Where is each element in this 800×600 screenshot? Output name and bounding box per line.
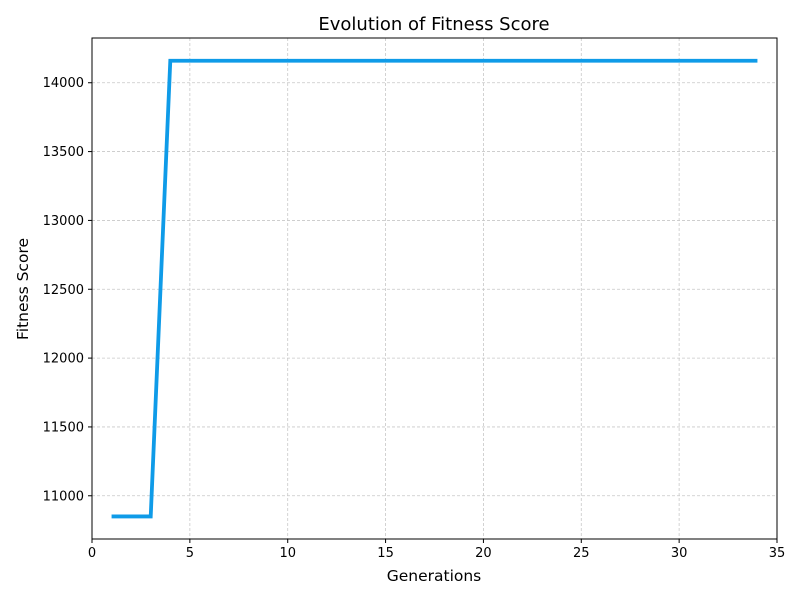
y-tick-label: 11500 bbox=[43, 420, 84, 435]
x-tick-label: 15 bbox=[377, 546, 394, 561]
x-tick-label: 0 bbox=[88, 546, 96, 561]
x-tick-label: 10 bbox=[279, 546, 296, 561]
x-axis-label: Generations bbox=[387, 567, 482, 585]
x-tick-label: 25 bbox=[573, 546, 590, 561]
y-axis-label: Fitness Score bbox=[14, 238, 32, 340]
series-line bbox=[111, 58, 758, 519]
y-tick-label: 13000 bbox=[43, 214, 84, 229]
y-tick-label: 14000 bbox=[43, 76, 84, 91]
x-tick-label: 5 bbox=[186, 546, 194, 561]
y-tick-label: 12000 bbox=[43, 352, 84, 367]
x-tick-label: 30 bbox=[671, 546, 688, 561]
plot-area bbox=[92, 38, 777, 539]
chart-title: Evolution of Fitness Score bbox=[318, 14, 549, 35]
x-tick-label: 20 bbox=[475, 546, 492, 561]
y-tick-label: 11000 bbox=[43, 489, 84, 504]
y-axis-ticks: 11000 11500 12000 12500 13000 13500 14000 bbox=[43, 76, 92, 504]
series-layer bbox=[111, 58, 758, 519]
y-tick-label: 13500 bbox=[43, 145, 84, 160]
x-tick-label: 35 bbox=[769, 546, 786, 561]
x-axis-ticks: 0 5 10 15 20 25 30 35 bbox=[88, 539, 785, 561]
plot-frame bbox=[91, 37, 778, 540]
y-tick-label: 12500 bbox=[43, 283, 84, 298]
